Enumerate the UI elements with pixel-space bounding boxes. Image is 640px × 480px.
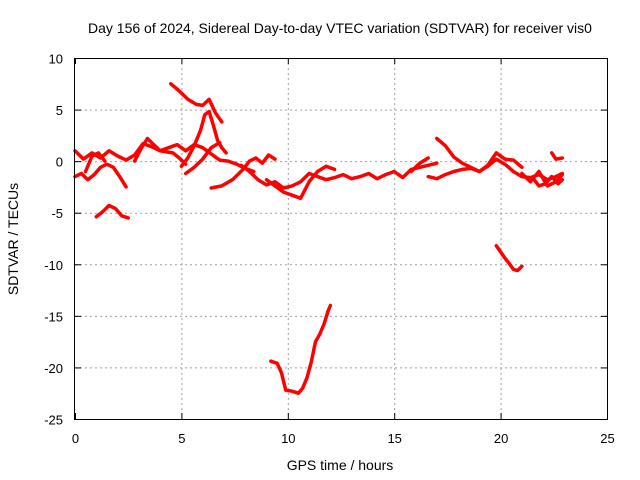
chart-title: Day 156 of 2024, Sidereal Day-to-day VTE… — [88, 20, 592, 36]
x-tick-label: 25 — [600, 431, 614, 446]
y-tick-label: -20 — [44, 361, 63, 376]
series-trace-b — [73, 162, 128, 189]
series-trace-i — [209, 153, 277, 190]
series-trace-p — [530, 174, 565, 188]
series-trace-q — [549, 151, 565, 161]
y-tick-label: 10 — [49, 52, 63, 67]
y-tick-label: 5 — [56, 103, 63, 118]
y-tick-label: -15 — [44, 309, 63, 324]
series-trace-m — [435, 136, 565, 182]
x-tick-label: 5 — [178, 431, 185, 446]
series-trace-d — [94, 203, 130, 220]
x-tick-label: 15 — [387, 431, 401, 446]
series-trace-n — [426, 151, 524, 181]
series-trace-a — [73, 141, 256, 174]
x-axis-label: GPS time / hours — [287, 457, 394, 473]
plot-frame — [74, 58, 608, 420]
series-trace-j — [239, 161, 439, 190]
series-trace-c — [83, 151, 107, 174]
series-trace-k — [264, 164, 337, 201]
x-tick-label: 20 — [494, 431, 508, 446]
grid-lines — [75, 58, 607, 419]
series-trace-r — [494, 243, 524, 273]
series-trace-s — [269, 303, 333, 395]
series-trace-e — [132, 136, 188, 166]
series-trace-h — [183, 140, 222, 176]
x-tick-label: 0 — [72, 431, 79, 446]
y-axis-label: SDTVAR / TECUs — [5, 183, 21, 295]
y-tick-label: -5 — [51, 206, 63, 221]
series-layer — [73, 82, 565, 395]
y-tick-label: -10 — [44, 258, 63, 273]
y-tick-label: -25 — [44, 413, 63, 428]
series-trace-f — [169, 82, 224, 124]
axis-ticks: 0 5 10 15 20 25 -25 -20 -15 -10 -5 0 5 10 — [44, 52, 615, 447]
x-tick-label: 10 — [281, 431, 295, 446]
series-trace-l — [409, 156, 430, 174]
y-tick-label: 0 — [56, 155, 63, 170]
